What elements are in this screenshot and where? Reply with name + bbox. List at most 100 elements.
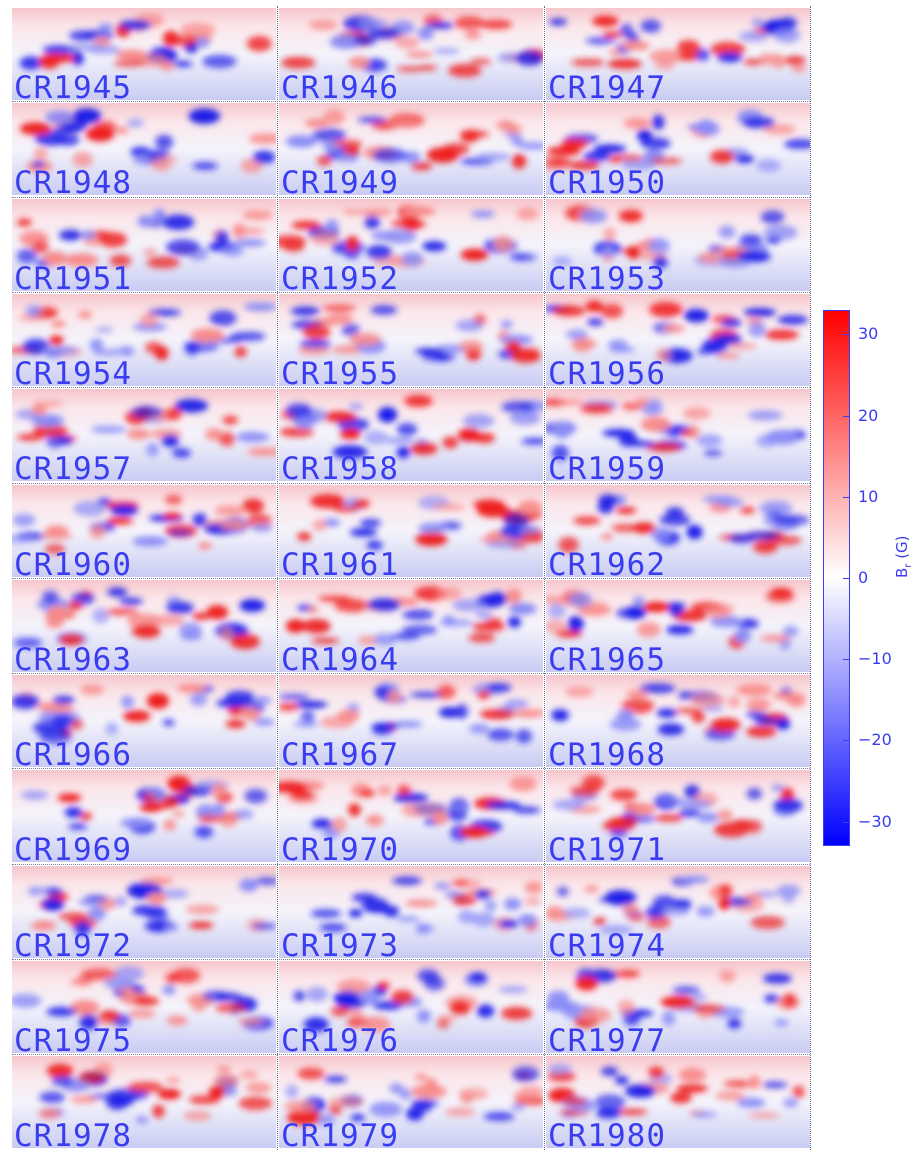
positive-flux-patch xyxy=(690,692,725,708)
negative-flux-patch xyxy=(192,513,208,527)
synoptic-map-cr1962: CR1962 xyxy=(546,485,810,577)
panel-label: CR1961 xyxy=(281,547,399,578)
synoptic-map-cr1953: CR1953 xyxy=(546,199,810,291)
positive-flux-patch xyxy=(394,36,420,49)
panel-label: CR1951 xyxy=(14,261,132,292)
positive-flux-patch xyxy=(377,785,393,796)
positive-flux-patch xyxy=(214,1003,248,1013)
positive-flux-patch xyxy=(166,1015,188,1026)
negative-flux-patch xyxy=(515,50,543,66)
negative-flux-patch xyxy=(164,924,178,932)
negative-flux-patch xyxy=(427,22,454,29)
negative-flux-patch xyxy=(736,1097,766,1108)
negative-flux-patch xyxy=(751,18,766,28)
negative-flux-patch xyxy=(452,598,486,612)
positive-flux-patch xyxy=(655,60,675,70)
negative-flux-patch xyxy=(728,533,756,544)
synoptic-map-cr1970: CR1970 xyxy=(279,770,543,862)
negative-flux-patch xyxy=(552,799,585,811)
panel-label: CR1965 xyxy=(548,642,666,673)
positive-flux-patch xyxy=(479,19,513,30)
negative-flux-patch xyxy=(285,403,313,418)
positive-flux-patch xyxy=(328,1096,364,1108)
synoptic-map-cr1977: CR1977 xyxy=(546,961,810,1053)
negative-flux-patch xyxy=(621,158,657,170)
positive-flux-patch xyxy=(654,814,684,822)
negative-flux-patch xyxy=(135,1116,149,1124)
negative-flux-patch xyxy=(468,972,487,983)
positive-flux-patch xyxy=(39,54,60,69)
negative-flux-patch xyxy=(475,152,511,162)
positive-flux-patch xyxy=(218,431,236,447)
positive-flux-patch xyxy=(208,1085,226,1099)
negative-flux-patch xyxy=(636,129,652,142)
positive-flux-patch xyxy=(431,812,449,825)
positive-flux-patch xyxy=(390,218,427,229)
positive-flux-patch xyxy=(302,324,331,340)
positive-flux-patch xyxy=(746,726,777,738)
negative-flux-patch xyxy=(773,27,801,43)
synoptic-map-cr1968: CR1968 xyxy=(546,675,810,767)
positive-flux-patch xyxy=(70,978,89,986)
positive-flux-patch xyxy=(473,432,496,444)
positive-flux-patch xyxy=(197,542,212,550)
positive-flux-patch xyxy=(736,683,772,697)
synoptic-map-cr1961: CR1961 xyxy=(279,485,543,577)
positive-flux-patch xyxy=(546,906,565,921)
negative-flux-patch xyxy=(349,528,378,537)
positive-flux-patch xyxy=(511,153,527,169)
positive-flux-patch xyxy=(308,20,338,30)
synoptic-map-cr1950: CR1950 xyxy=(546,103,810,195)
negative-flux-patch xyxy=(27,886,41,897)
negative-flux-patch xyxy=(600,246,616,257)
positive-flux-patch xyxy=(48,605,68,621)
negative-flux-patch xyxy=(193,108,212,123)
positive-flux-patch xyxy=(561,399,584,406)
positive-flux-patch xyxy=(600,303,624,319)
positive-flux-patch xyxy=(78,310,92,319)
panel-label: CR1953 xyxy=(548,261,666,292)
negative-flux-patch xyxy=(172,448,192,458)
positive-flux-patch xyxy=(57,912,91,921)
positive-flux-patch xyxy=(151,158,172,172)
negative-flux-patch xyxy=(107,587,128,597)
positive-flux-patch xyxy=(705,605,731,619)
positive-flux-patch xyxy=(31,403,47,416)
positive-flux-patch xyxy=(133,996,160,1007)
negative-flux-patch xyxy=(668,604,684,617)
positive-flux-patch xyxy=(765,591,795,603)
negative-flux-patch xyxy=(600,1066,619,1077)
negative-flux-patch xyxy=(587,318,604,327)
positive-flux-patch xyxy=(340,428,360,440)
negative-flux-patch xyxy=(760,210,785,225)
positive-flux-patch xyxy=(205,427,223,441)
positive-flux-patch xyxy=(142,793,156,801)
negative-flux-patch xyxy=(333,991,360,1005)
negative-flux-patch xyxy=(703,449,723,457)
negative-flux-patch xyxy=(146,442,159,457)
negative-flux-patch xyxy=(119,597,143,606)
negative-flux-patch xyxy=(517,914,537,927)
positive-flux-patch xyxy=(32,424,68,436)
positive-flux-patch xyxy=(234,346,247,358)
positive-flux-patch xyxy=(57,793,82,803)
positive-flux-patch xyxy=(333,506,358,513)
positive-flux-patch xyxy=(143,247,157,258)
positive-flux-patch xyxy=(655,348,672,363)
row-separator xyxy=(12,387,810,388)
negative-flux-patch xyxy=(503,512,529,528)
negative-flux-patch xyxy=(92,608,110,624)
panel-label: CR1968 xyxy=(548,737,666,768)
positive-flux-patch xyxy=(676,1084,708,1093)
negative-flux-patch xyxy=(155,134,174,150)
positive-flux-patch xyxy=(459,130,490,139)
positive-flux-patch xyxy=(710,41,746,57)
negative-flux-patch xyxy=(653,256,668,269)
positive-flux-patch xyxy=(417,64,438,71)
positive-flux-patch xyxy=(571,58,605,67)
negative-flux-patch xyxy=(162,985,176,995)
positive-flux-patch xyxy=(114,126,129,134)
positive-flux-patch xyxy=(546,146,581,157)
negative-flux-patch xyxy=(72,108,102,124)
